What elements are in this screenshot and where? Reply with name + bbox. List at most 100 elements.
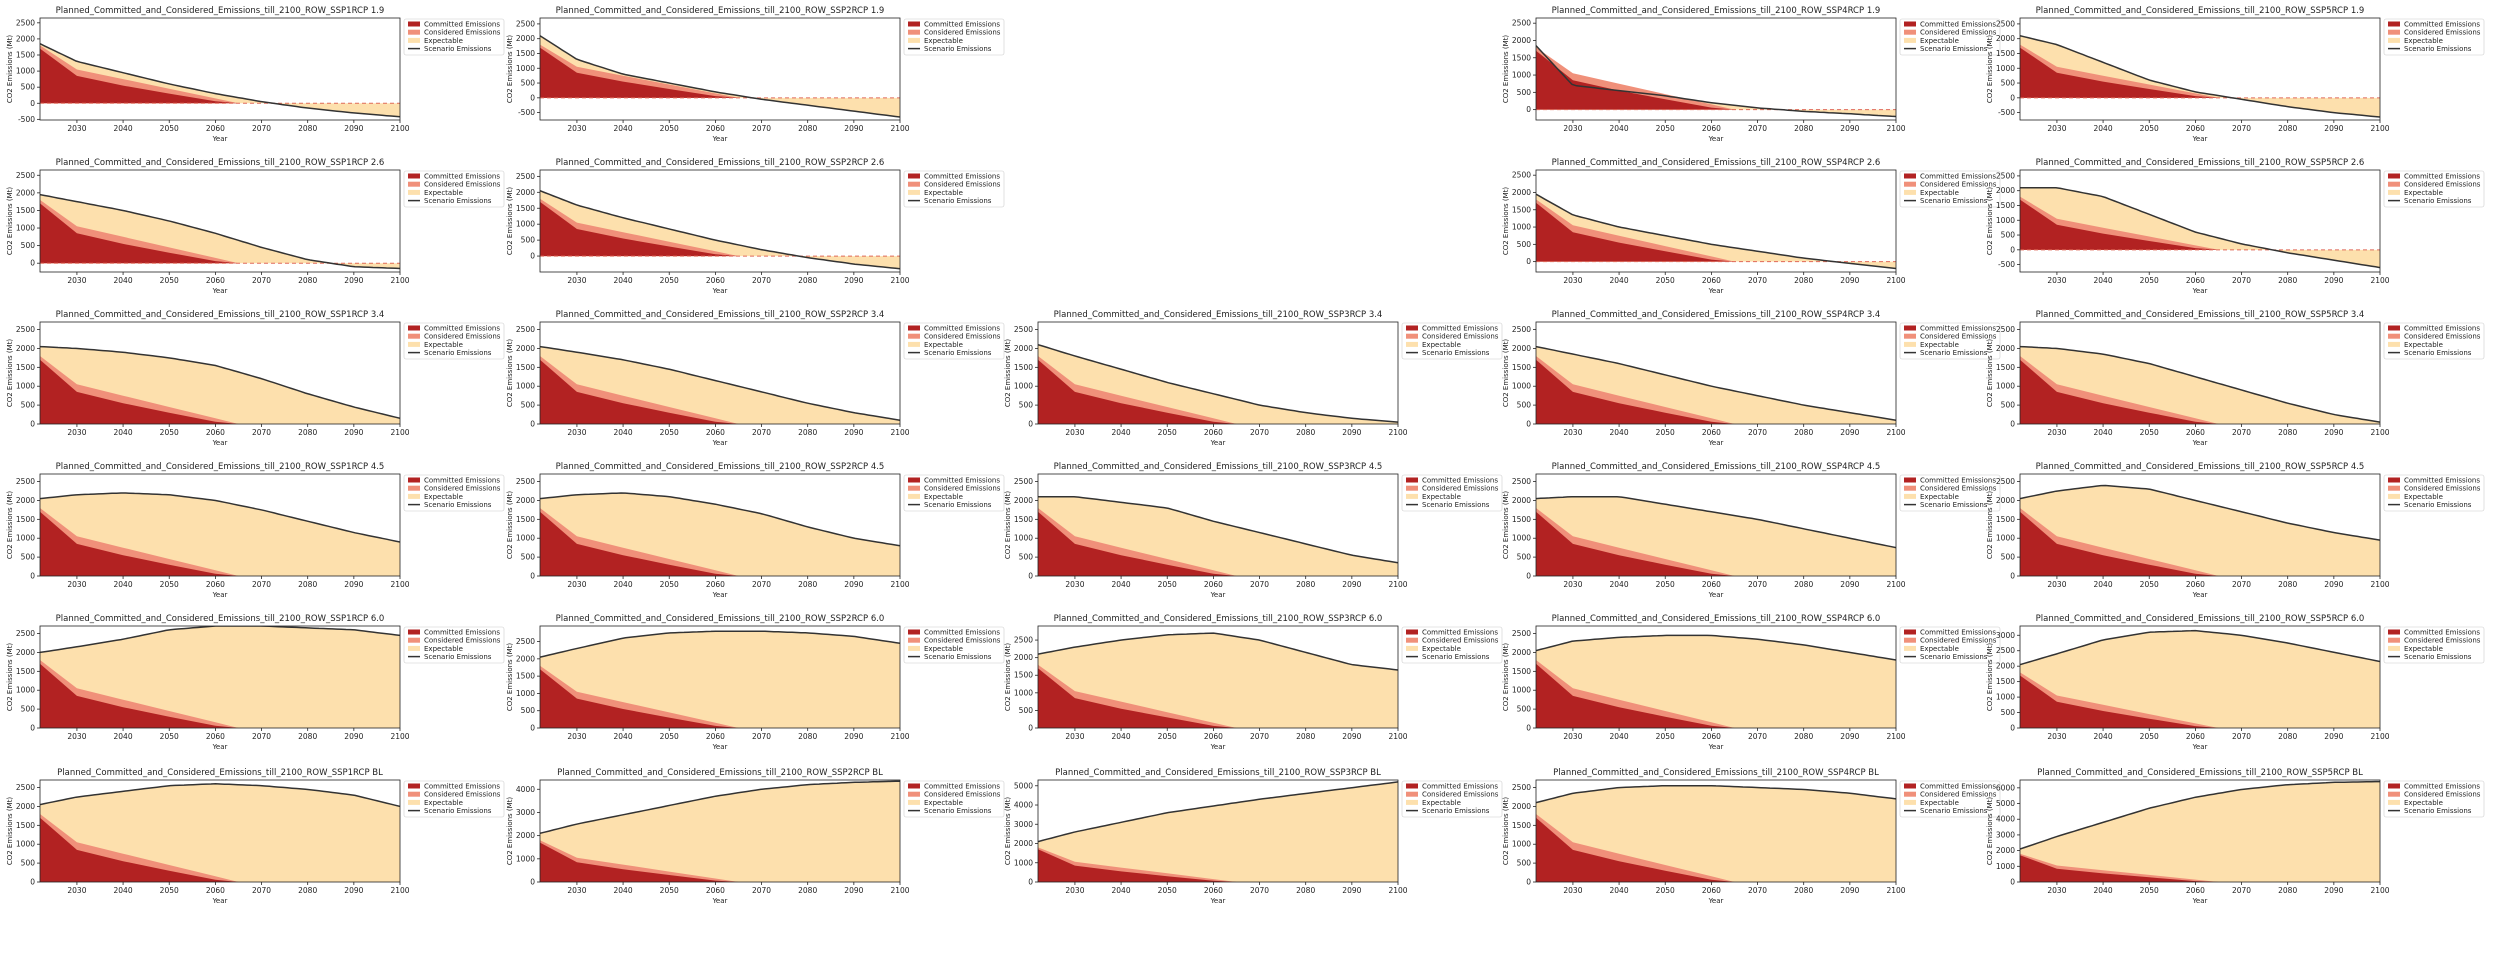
legend-swatch	[2388, 791, 2400, 797]
x-tick-label: 2090	[2324, 124, 2343, 133]
y-tick-label: 0	[2010, 724, 2015, 733]
scenario-line	[540, 35, 900, 118]
scenario-line	[540, 630, 900, 658]
y-tick-label: 4000	[1996, 815, 2015, 824]
x-tick-label: 2090	[2324, 276, 2343, 285]
legend-label: Scenario Emissions	[924, 807, 992, 815]
x-axis-label: Year	[2192, 591, 2208, 599]
legend-swatch	[2388, 181, 2400, 187]
legend-box	[903, 170, 1005, 208]
x-tick-label: 2100	[1886, 580, 1905, 589]
legend-label: Committed Emissions	[2404, 21, 2480, 29]
x-tick-label: 2060	[2186, 580, 2205, 589]
x-tick-label: 2030	[1563, 124, 1582, 133]
x-tick-label: 2030	[2047, 428, 2066, 437]
legend-label: Scenario Emissions	[2404, 45, 2472, 53]
y-tick-label: 4000	[1014, 801, 1033, 810]
plot-area	[540, 630, 900, 728]
legend-swatch	[1406, 493, 1418, 499]
plot-area	[540, 780, 900, 882]
legend-swatch	[908, 341, 920, 347]
legend-swatch	[1406, 791, 1418, 797]
x-tick-label: 2050	[660, 732, 679, 741]
x-tick-label: 2100	[1388, 732, 1407, 741]
legend-label: Expectable	[1920, 341, 1959, 349]
chart-panel: 2030 2040 2050 2060 2070 2080 2090 2100 0 500 1000…	[1986, 462, 2485, 599]
x-tick-label: 2050	[160, 428, 179, 437]
legend-swatch	[2388, 325, 2400, 331]
x-tick-label: 2050	[660, 276, 679, 285]
x-tick-label: 2090	[1840, 276, 1859, 285]
chart-panel: 2030 2040 2050 2060 2070 2080 2090 2100 0 500 1000…	[6, 158, 505, 295]
x-tick-label: 2030	[67, 732, 86, 741]
legend-label: Expectable	[924, 341, 963, 349]
x-tick-label: 2060	[206, 276, 225, 285]
chart-panel: 2030 2040 2050 2060 2070 2080 2090 2100 0 500 1000…	[506, 614, 1005, 751]
y-axis-label: CO2 Emissions (Mt)	[1986, 491, 1994, 560]
x-tick-label: 2030	[1065, 732, 1084, 741]
x-tick-label: 2080	[2278, 732, 2297, 741]
x-axis-label: Year	[2192, 287, 2208, 295]
x-tick-label: 2080	[2278, 886, 2297, 895]
legend-label: Expectable	[1920, 799, 1959, 807]
scenario-line	[2020, 629, 2380, 666]
legend-label: Committed Emissions	[924, 325, 1000, 333]
y-tick-label: 3000	[1996, 830, 2015, 839]
chart-title: Planned_Committed_and_Considered_Emissio…	[556, 614, 885, 624]
legend-label: Expectable	[424, 493, 463, 501]
y-tick-label: 2500	[516, 172, 535, 181]
x-axis-label: Year	[212, 897, 228, 905]
chart-title: Planned_Committed_and_Considered_Emissio…	[1552, 310, 1881, 320]
x-tick-label: 2050	[1656, 428, 1675, 437]
legend-box	[403, 322, 505, 360]
y-tick-label: 0	[530, 878, 535, 887]
scenario-line	[1536, 634, 1896, 661]
legend-label: Considered Emissions	[1920, 791, 1997, 799]
x-tick-label: 2080	[1296, 580, 1315, 589]
y-tick-label: 1500	[1996, 201, 2015, 210]
x-tick-label: 2050	[660, 886, 679, 895]
scenario-line	[40, 626, 400, 654]
x-tick-label: 2090	[844, 124, 863, 133]
committed-area	[40, 511, 239, 576]
legend-box	[403, 626, 505, 664]
x-tick-label: 2090	[1840, 732, 1859, 741]
x-tick-label: 2100	[1388, 428, 1407, 437]
y-tick-label: 500	[21, 241, 36, 250]
y-tick-label: 500	[521, 401, 536, 410]
legend-label: Scenario Emissions	[2404, 349, 2472, 357]
y-tick-label: 3000	[516, 808, 535, 817]
x-tick-label: 2070	[2232, 428, 2251, 437]
x-tick-label: 2090	[1840, 124, 1859, 133]
legend-label: Scenario Emissions	[2404, 653, 2472, 661]
legend-label: Considered Emissions	[924, 181, 1001, 189]
y-tick-label: 2500	[1014, 325, 1033, 334]
chart-panel: 2030 2040 2050 2060 2070 2080 2090 2100 0 500 1000…	[1986, 614, 2485, 751]
y-tick-label: 0	[2010, 420, 2015, 429]
x-tick-label: 2050	[1656, 580, 1675, 589]
x-tick-label: 2100	[2370, 124, 2389, 133]
committed-area	[40, 663, 239, 728]
y-tick-label: 1500	[1512, 515, 1531, 524]
legend-label: Committed Emissions	[924, 783, 1000, 791]
axes-frame	[539, 321, 901, 425]
x-tick-label: 2040	[114, 580, 133, 589]
x-tick-label: 2040	[2094, 732, 2113, 741]
x-tick-label: 2080	[1794, 732, 1813, 741]
y-tick-label: 2000	[16, 648, 35, 657]
legend-swatch	[1904, 173, 1916, 179]
scenario-line	[1038, 495, 1398, 564]
legend-swatch	[908, 37, 920, 43]
x-tick-label: 2030	[67, 886, 86, 895]
x-tick-label: 2090	[1342, 580, 1361, 589]
x-tick-label: 2080	[2278, 580, 2297, 589]
legend-label: Committed Emissions	[1422, 325, 1498, 333]
axes-frame	[39, 625, 401, 729]
legend-label: Expectable	[424, 645, 463, 653]
y-tick-label: 500	[21, 83, 36, 92]
y-tick-label: 2000	[1014, 839, 1033, 848]
x-axis-label: Year	[1708, 439, 1724, 447]
